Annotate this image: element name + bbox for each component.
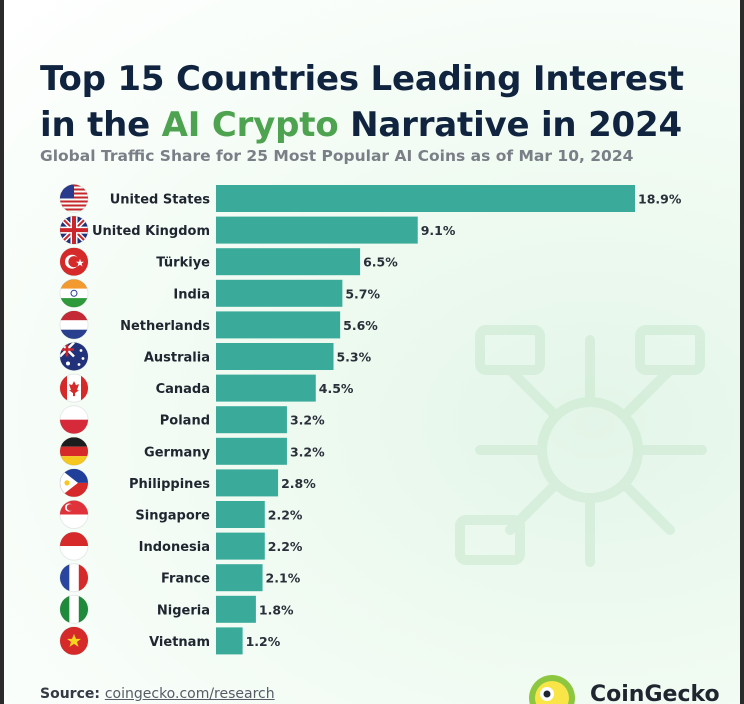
source-label: Source: xyxy=(40,686,100,702)
value-label: 3.2% xyxy=(290,413,325,428)
value-label: 9.1% xyxy=(421,223,456,238)
turkey-flag-icon xyxy=(59,247,89,277)
source-line: Source: coingecko.com/research xyxy=(40,686,275,702)
title-highlight: AI Crypto xyxy=(161,105,339,145)
right-border xyxy=(740,0,744,704)
bar xyxy=(216,216,418,244)
bar xyxy=(216,185,635,212)
bar xyxy=(216,469,279,497)
canada-flag-icon xyxy=(59,373,89,403)
indonesia-flag-icon xyxy=(59,531,89,561)
category-label: Australia xyxy=(144,351,210,366)
chart-subtitle: Global Traffic Share for 25 Most Popular… xyxy=(40,147,634,165)
brand-name: CoinGecko xyxy=(590,682,720,704)
value-label: 2.2% xyxy=(268,508,303,523)
bar xyxy=(216,532,265,560)
france-flag-icon xyxy=(59,563,89,593)
category-label: Türkiye xyxy=(156,256,210,271)
bar xyxy=(216,501,265,528)
bar xyxy=(216,627,243,655)
category-label: Nigeria xyxy=(157,603,210,618)
uk-flag-icon xyxy=(59,215,89,245)
category-label: United Kingdom xyxy=(92,224,210,239)
value-label: 18.9% xyxy=(638,192,682,207)
australia-flag-icon xyxy=(59,342,89,371)
bar xyxy=(216,406,287,434)
bar xyxy=(216,437,287,465)
title-part2: Narrative in 2024 xyxy=(338,105,682,145)
poland-flag-icon xyxy=(59,405,89,435)
vietnam-flag-icon xyxy=(59,626,89,656)
category-label: United States xyxy=(110,193,211,208)
philippines-flag-icon xyxy=(59,468,89,498)
singapore-flag-icon xyxy=(59,500,89,529)
category-label: Indonesia xyxy=(139,540,210,555)
category-label: Philippines xyxy=(129,477,210,492)
nigeria-flag-icon xyxy=(59,594,89,624)
netherlands-flag-icon xyxy=(59,310,89,340)
category-label: Netherlands xyxy=(120,319,210,334)
category-label: France xyxy=(161,572,210,587)
bar xyxy=(216,279,343,307)
value-label: 2.2% xyxy=(268,539,303,554)
category-label: India xyxy=(173,287,210,302)
category-label: Poland xyxy=(160,414,210,429)
category-label: Canada xyxy=(156,382,210,397)
circuit-watermark-icon xyxy=(455,325,707,567)
value-label: 3.2% xyxy=(290,444,325,459)
title-part1: Top 15 Countries Leading Interest in the xyxy=(40,59,684,145)
value-label: 5.7% xyxy=(345,286,380,301)
value-label: 6.5% xyxy=(363,255,398,270)
value-label: 1.2% xyxy=(246,634,281,649)
germany-flag-icon xyxy=(59,436,89,466)
category-label: Vietnam xyxy=(149,635,210,650)
category-label: Singapore xyxy=(135,509,210,524)
us-flag-icon xyxy=(59,184,89,213)
bar xyxy=(216,248,361,276)
value-label: 2.8% xyxy=(281,476,316,491)
value-label: 4.5% xyxy=(319,381,354,396)
bar xyxy=(216,564,263,592)
chart-title: Top 15 Countries Leading Interest in the… xyxy=(40,56,730,148)
bar xyxy=(216,343,334,370)
coingecko-logo-icon xyxy=(529,675,575,704)
category-label: Germany xyxy=(144,445,210,460)
value-label: 5.3% xyxy=(336,350,371,365)
bar xyxy=(216,374,316,402)
value-label: 1.8% xyxy=(259,602,294,617)
value-label: 5.6% xyxy=(343,318,378,333)
bar xyxy=(216,595,256,623)
left-border xyxy=(0,0,4,704)
value-label: 2.1% xyxy=(266,571,301,586)
source-link[interactable]: coingecko.com/research xyxy=(104,686,275,702)
india-flag-icon xyxy=(59,278,89,308)
bar xyxy=(216,311,341,339)
